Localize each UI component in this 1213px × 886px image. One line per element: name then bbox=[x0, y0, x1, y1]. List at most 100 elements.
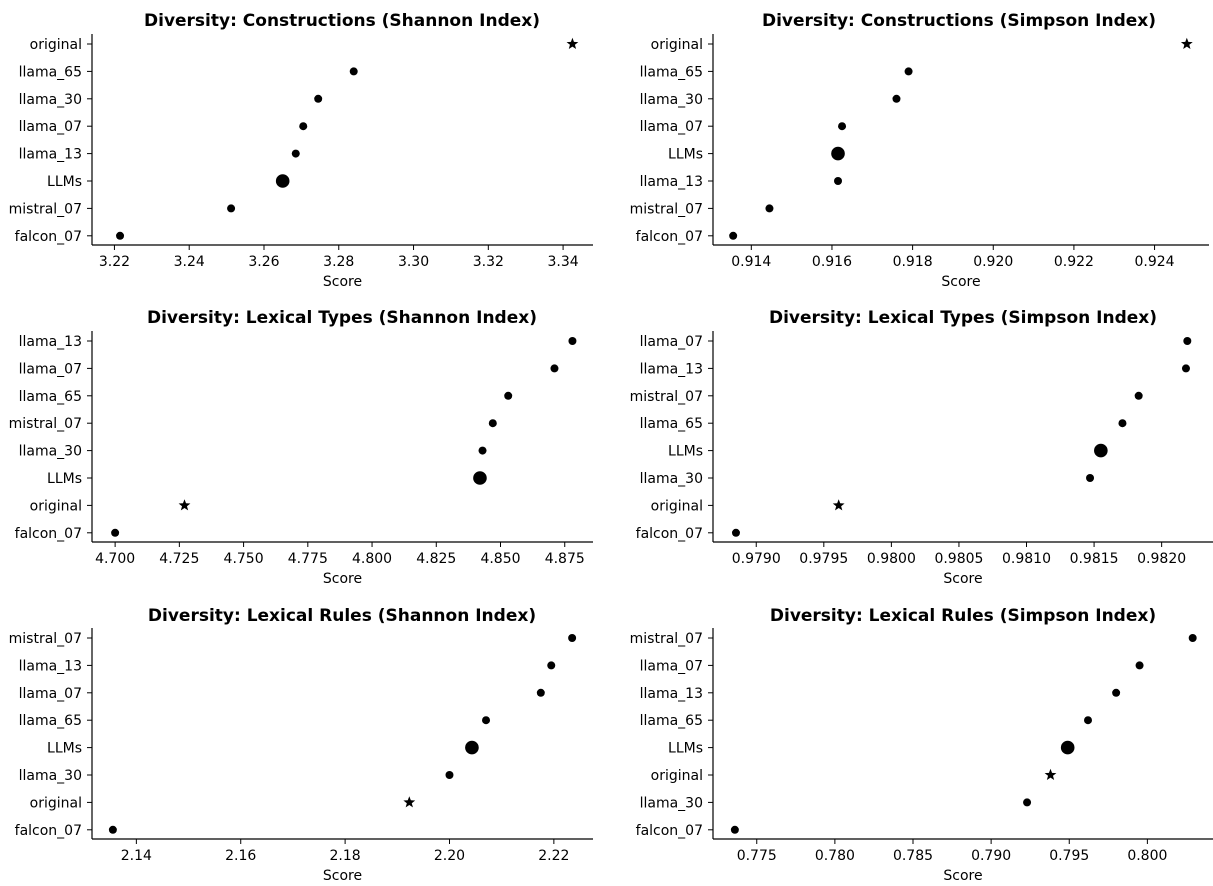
x-axis-label: Score bbox=[323, 274, 362, 290]
large-dot-marker bbox=[1060, 740, 1075, 755]
category-label: original bbox=[651, 768, 703, 784]
x-tick-label: 0.920 bbox=[973, 254, 1013, 270]
dot-marker bbox=[299, 122, 308, 131]
category-label: LLMs bbox=[47, 741, 82, 757]
x-axis-label: Score bbox=[943, 868, 982, 884]
dot-marker bbox=[1023, 798, 1032, 807]
panel-title: Diversity: Constructions (Shannon Index) bbox=[144, 11, 540, 31]
x-tick-label: 0.9795 bbox=[799, 551, 848, 567]
category-label: llama_07 bbox=[19, 119, 82, 135]
category-label: llama_13 bbox=[640, 686, 703, 702]
category-label: falcon_07 bbox=[636, 229, 703, 245]
dot-marker bbox=[731, 528, 740, 537]
dot-marker bbox=[482, 716, 491, 725]
x-axis-label: Score bbox=[323, 868, 362, 884]
large-dot-marker bbox=[473, 471, 487, 485]
category-label: llama_13 bbox=[19, 147, 82, 163]
x-axis-label: Score bbox=[941, 274, 980, 290]
large-dot-marker bbox=[1094, 443, 1108, 458]
category-label: original bbox=[651, 37, 703, 53]
category-label: llama_65 bbox=[19, 64, 82, 80]
category-label: falcon_07 bbox=[15, 823, 82, 839]
dot-marker bbox=[765, 204, 774, 213]
panel-1: Diversity: Constructions (Shannon Index)… bbox=[9, 11, 593, 290]
dot-marker bbox=[568, 634, 577, 642]
category-label: llama_30 bbox=[19, 444, 82, 460]
star-marker bbox=[832, 499, 845, 511]
dot-marker bbox=[291, 149, 300, 158]
dot-marker bbox=[892, 94, 901, 103]
x-tick-label: 0.785 bbox=[893, 848, 933, 864]
x-tick-label: 0.9790 bbox=[732, 551, 781, 567]
category-label: llama_65 bbox=[640, 713, 703, 729]
dot-marker bbox=[1112, 688, 1121, 697]
category-label: LLMs bbox=[668, 741, 703, 757]
category-label: falcon_07 bbox=[15, 229, 82, 245]
x-tick-label: 4.825 bbox=[416, 551, 456, 567]
x-tick-label: 0.795 bbox=[1049, 848, 1089, 864]
category-label: llama_07 bbox=[19, 686, 82, 702]
category-label: mistral_07 bbox=[630, 201, 703, 217]
x-tick-label: 4.750 bbox=[224, 551, 264, 567]
x-tick-label: 0.914 bbox=[731, 254, 771, 270]
large-dot-marker bbox=[831, 146, 845, 161]
category-label: llama_13 bbox=[19, 658, 82, 674]
category-label: original bbox=[30, 37, 82, 53]
x-tick-label: 0.800 bbox=[1127, 848, 1167, 864]
category-label: llama_65 bbox=[19, 713, 82, 729]
category-label: llama_65 bbox=[19, 389, 82, 405]
dot-marker bbox=[349, 67, 358, 76]
category-label: llama_30 bbox=[19, 92, 82, 108]
dot-marker bbox=[314, 94, 323, 103]
x-tick-label: 0.922 bbox=[1054, 254, 1094, 270]
x-tick-label: 4.775 bbox=[288, 551, 328, 567]
category-label: llama_07 bbox=[19, 361, 82, 377]
category-label: mistral_07 bbox=[630, 389, 703, 405]
x-tick-label: 3.24 bbox=[174, 254, 205, 270]
panel-6: Diversity: Lexical Rules (Simpson Index)… bbox=[630, 606, 1213, 884]
dot-marker bbox=[904, 67, 913, 76]
x-tick-label: 0.775 bbox=[737, 848, 777, 864]
category-label: llama_07 bbox=[640, 119, 703, 135]
x-tick-label: 0.9815 bbox=[1070, 551, 1119, 567]
x-tick-label: 0.9805 bbox=[934, 551, 983, 567]
category-label: llama_30 bbox=[640, 92, 703, 108]
dot-marker bbox=[488, 419, 497, 428]
x-tick-label: 0.918 bbox=[893, 254, 933, 270]
category-label: falcon_07 bbox=[15, 526, 82, 542]
x-tick-label: 4.800 bbox=[352, 551, 392, 567]
category-label: original bbox=[30, 498, 82, 514]
x-tick-label: 0.780 bbox=[815, 848, 855, 864]
panel-title: Diversity: Lexical Rules (Shannon Index) bbox=[148, 606, 536, 626]
dot-marker bbox=[1188, 634, 1197, 642]
dot-marker bbox=[1084, 716, 1092, 725]
dot-marker bbox=[547, 661, 556, 670]
dot-marker bbox=[1134, 391, 1143, 400]
x-tick-label: 0.9800 bbox=[867, 551, 916, 567]
category-label: llama_07 bbox=[640, 658, 703, 674]
panel-title: Diversity: Lexical Rules (Simpson Index) bbox=[770, 606, 1156, 626]
category-label: llama_65 bbox=[640, 64, 703, 80]
dot-marker bbox=[834, 177, 843, 185]
star-marker bbox=[403, 796, 416, 808]
category-label: mistral_07 bbox=[9, 201, 82, 217]
x-tick-label: 4.875 bbox=[545, 551, 585, 567]
dot-marker bbox=[730, 825, 739, 834]
x-tick-label: 3.26 bbox=[248, 254, 279, 270]
category-label: LLMs bbox=[668, 147, 703, 163]
x-tick-label: 2.18 bbox=[330, 848, 361, 864]
dot-marker bbox=[536, 688, 545, 697]
x-tick-label: 4.725 bbox=[159, 551, 199, 567]
star-marker bbox=[178, 499, 191, 511]
x-tick-label: 2.14 bbox=[121, 848, 152, 864]
category-label: mistral_07 bbox=[9, 416, 82, 432]
x-tick-label: 3.32 bbox=[473, 254, 504, 270]
category-label: falcon_07 bbox=[636, 823, 703, 839]
dot-marker bbox=[1086, 474, 1095, 482]
panel-5: Diversity: Lexical Rules (Shannon Index)… bbox=[9, 606, 593, 884]
dot-marker bbox=[838, 122, 847, 131]
category-label: mistral_07 bbox=[630, 631, 703, 647]
dot-marker bbox=[729, 231, 738, 240]
dot-marker bbox=[1181, 364, 1190, 373]
